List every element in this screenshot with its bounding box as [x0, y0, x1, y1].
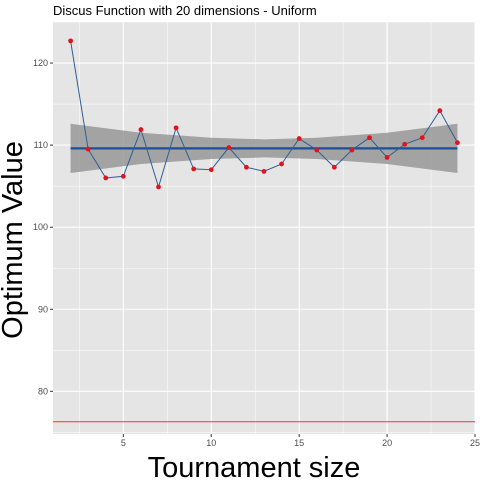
- data-point: [103, 175, 109, 181]
- data-point: [367, 135, 372, 141]
- data-point: [226, 145, 232, 150]
- data-point: [455, 140, 460, 146]
- y-tick-label: 100: [33, 222, 48, 232]
- x-axis-ticks: 5 10 15 20 25: [121, 434, 480, 448]
- x-tick-label: 10: [206, 438, 216, 448]
- chart-title: Discus Function with 20 dimensions - Uni…: [53, 3, 317, 18]
- data-point: [173, 125, 179, 131]
- data-point: [296, 136, 302, 141]
- data-point: [402, 141, 408, 147]
- data-point: [191, 166, 197, 172]
- data-point: [279, 161, 284, 167]
- data-point: [138, 127, 144, 132]
- data-point: [419, 135, 425, 141]
- y-tick-label: 120: [33, 58, 48, 68]
- x-axis-title: Tournament size: [148, 452, 361, 480]
- data-point: [85, 146, 91, 152]
- y-tick-label: 90: [38, 304, 48, 314]
- data-point: [120, 173, 126, 179]
- y-tick-label: 110: [34, 140, 48, 150]
- y-axis-title: Optimum Value: [0, 141, 29, 339]
- y-tick-label: 80: [38, 386, 48, 396]
- x-tick-label: 20: [382, 438, 392, 448]
- data-point: [349, 147, 355, 153]
- x-tick-label: 5: [121, 438, 126, 448]
- data-point: [156, 184, 161, 190]
- data-point: [261, 168, 267, 174]
- data-points: [68, 38, 460, 190]
- data-point: [437, 108, 443, 114]
- data-point: [384, 155, 390, 160]
- data-point: [314, 147, 320, 153]
- y-axis-ticks: 80 90 100 110 120: [33, 58, 53, 396]
- data-point: [244, 164, 249, 170]
- data-point: [68, 38, 73, 44]
- x-tick-label: 25: [470, 438, 480, 448]
- plot-panel: [53, 22, 475, 434]
- data-point: [331, 164, 337, 170]
- data-point: [208, 167, 214, 173]
- x-tick-label: 15: [294, 438, 304, 448]
